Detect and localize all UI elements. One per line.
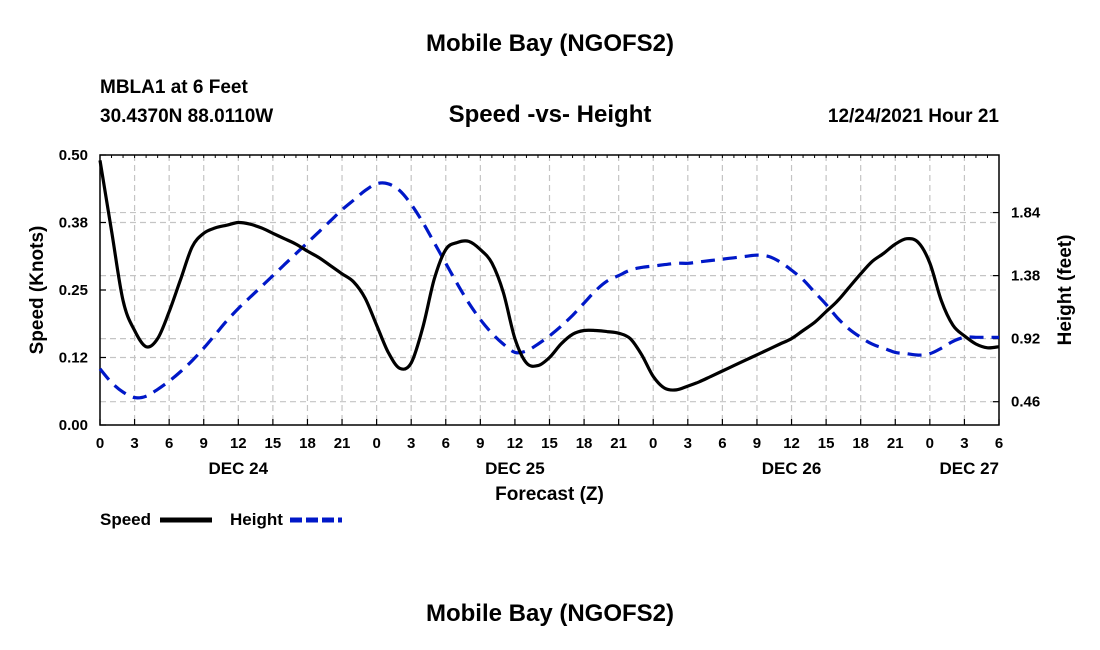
x-tick-label: 3 [130,435,138,452]
x-tick-label: 18 [852,435,869,452]
chart-subtitle: Speed -vs- Height [448,101,652,128]
x-tick-label: 6 [165,435,173,452]
x-tick-label: 12 [230,435,247,452]
x-tick-label: 0 [96,435,104,452]
series-layer [98,160,1000,400]
legend-speed-label: Speed [100,510,151,529]
x-tick-label: 3 [960,435,968,452]
x-tick-label: 12 [507,435,524,452]
y-tick-label: 0.00 [59,417,88,434]
x-tick-label: 6 [442,435,450,452]
y2-tick-label: 1.38 [1011,268,1040,285]
x-tick-label: 6 [995,435,1003,452]
x-tick-label: 15 [541,435,558,452]
forecast-datetime: 12/24/2021 Hour 21 [827,106,999,127]
x-tick-label: 15 [265,435,282,452]
x-tick-label: 9 [476,435,484,452]
date-label: DEC 26 [762,459,822,478]
legend: Speed Height [100,510,342,529]
y-tick-label: 0.12 [59,350,88,367]
legend-height-label: Height [230,510,283,529]
x-tick-label: 6 [718,435,726,452]
x-tick-label: 21 [887,435,904,452]
x-tick-label: 0 [372,435,380,452]
x-tick-label: 21 [334,435,351,452]
y2-tick-label: 0.46 [1011,394,1040,411]
y2-axis-title: Height (feet) [1055,235,1076,346]
x-tick-label: 15 [818,435,835,452]
station-name: MBLA1 at 6 Feet [100,77,248,98]
y-tick-label: 0.50 [59,147,88,164]
x-tick-label: 18 [576,435,593,452]
page-title-bottom: Mobile Bay (NGOFS2) [425,600,675,627]
x-tick-label: 3 [684,435,692,452]
x-tick-label: 9 [200,435,208,452]
x-tick-label: 12 [783,435,800,452]
x-axis-title: Forecast (Z) [495,484,604,505]
tick-layer: 0 3 6 9 12 15 18 21 0 3 6 9 12 15 18 21 0 3 6 9 12 15 18 21 0 3 6 0… [59,147,1041,478]
date-label: DEC 25 [485,459,545,478]
y-tick-label: 0.25 [59,282,88,299]
speed-series-line [98,160,1000,392]
y-tick-label: 0.38 [59,215,88,232]
date-label: DEC 24 [209,459,269,478]
x-tick-label: 21 [610,435,627,452]
page-title: Mobile Bay (NGOFS2) [425,30,675,57]
date-label: DEC 27 [939,459,999,478]
station-coordinates: 30.4370N 88.0110W [100,106,274,127]
y2-tick-label: 0.92 [1011,331,1040,348]
x-tick-label: 0 [926,435,934,452]
height-series-line [98,181,999,400]
grid-layer [100,155,999,425]
x-tick-label: 3 [407,435,415,452]
x-tick-label: 18 [299,435,316,452]
x-tick-label: 0 [649,435,657,452]
y2-tick-label: 1.84 [1011,205,1041,222]
x-tick-label: 9 [753,435,761,452]
y-axis-title: Speed (Knots) [27,226,48,355]
